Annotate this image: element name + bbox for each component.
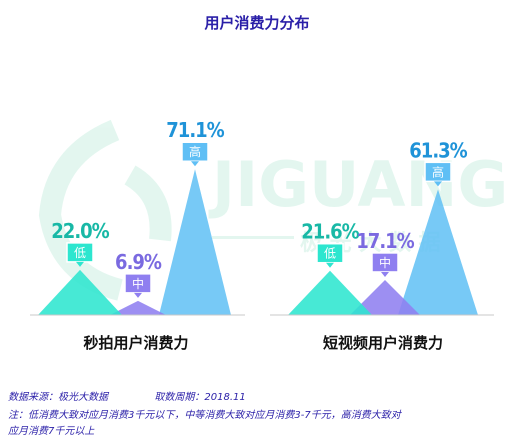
peak-mid <box>350 279 420 315</box>
category-label: 中 <box>379 255 391 270</box>
peak-low <box>288 270 372 315</box>
value-label: 6.9% <box>115 250 162 274</box>
value-label: 17.1% <box>356 229 414 253</box>
watermark-rule <box>212 236 294 239</box>
chart-miaopai: 低 22.0% 中 6.9% 高 71.1% <box>38 118 231 315</box>
value-label: 21.6% <box>301 220 359 244</box>
chart-short-video: 低 21.6% 中 17.1% 高 61.3% <box>288 138 478 315</box>
value-label: 71.1% <box>166 118 224 142</box>
footer-note-line2: 应月消费7千元以上 <box>8 426 95 437</box>
badge-pointer <box>134 292 142 298</box>
category-label: 低 <box>324 247 336 261</box>
peak-mid <box>110 300 166 315</box>
badge-pointer <box>434 181 442 187</box>
footer-note-line1: 注：低消费大致对应月消费3千元以下，中等消费大致对应月消费3-7千元，高消费大致… <box>8 410 401 421</box>
category-label: 低 <box>74 246 86 260</box>
data-source: 数据来源：极光大数据 <box>8 392 108 403</box>
chart-subtitle-miaopai: 秒拍用户消费力 <box>83 334 188 352</box>
value-label: 22.0% <box>51 219 109 243</box>
chart-title: 用户消费力分布 <box>204 14 309 32</box>
watermark-brand: JIGUANG <box>208 148 508 221</box>
category-label: 高 <box>189 144 201 159</box>
category-label: 高 <box>432 164 444 179</box>
data-period: 取数周期：2018.11 <box>154 392 246 403</box>
badge-pointer <box>326 262 334 268</box>
peak-high <box>159 169 231 315</box>
footer-source-row: 数据来源：极光大数据 取数周期：2018.11 <box>8 388 246 403</box>
category-label: 中 <box>132 276 144 291</box>
chart-subtitle-short-video: 短视频用户消费力 <box>323 334 443 352</box>
peak-high <box>398 189 478 315</box>
watermark-logo-icon <box>38 119 172 301</box>
peak-low <box>38 269 122 315</box>
value-label: 61.3% <box>409 138 467 162</box>
badge-pointer <box>76 261 84 267</box>
badge-pointer <box>381 271 389 277</box>
badge-pointer <box>191 161 199 167</box>
